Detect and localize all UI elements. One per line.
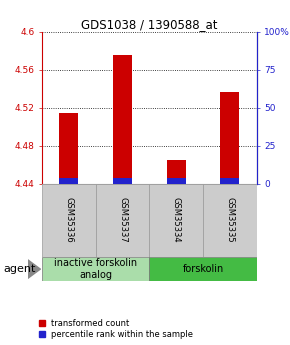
Bar	[42, 184, 96, 257]
Bar	[113, 55, 132, 184]
Text: agent: agent	[3, 264, 35, 274]
Bar	[167, 178, 186, 184]
Text: GSM35337: GSM35337	[118, 197, 127, 243]
Bar	[59, 178, 78, 184]
Bar	[96, 184, 149, 257]
Polygon shape	[28, 259, 41, 279]
Bar	[113, 178, 132, 184]
Bar	[220, 178, 239, 184]
Text: GSM35334: GSM35334	[172, 197, 181, 243]
Bar	[203, 184, 257, 257]
Text: GSM35336: GSM35336	[64, 197, 73, 243]
Bar	[167, 160, 186, 184]
Legend: transformed count, percentile rank within the sample: transformed count, percentile rank withi…	[39, 319, 193, 339]
Bar	[149, 184, 203, 257]
Text: forskolin: forskolin	[182, 264, 224, 274]
Bar	[149, 257, 257, 281]
Bar	[42, 257, 149, 281]
Text: inactive forskolin
analog: inactive forskolin analog	[54, 258, 137, 280]
Bar	[59, 113, 78, 184]
Bar	[220, 91, 239, 184]
Title: GDS1038 / 1390588_at: GDS1038 / 1390588_at	[81, 18, 218, 31]
Text: GSM35335: GSM35335	[225, 197, 234, 243]
